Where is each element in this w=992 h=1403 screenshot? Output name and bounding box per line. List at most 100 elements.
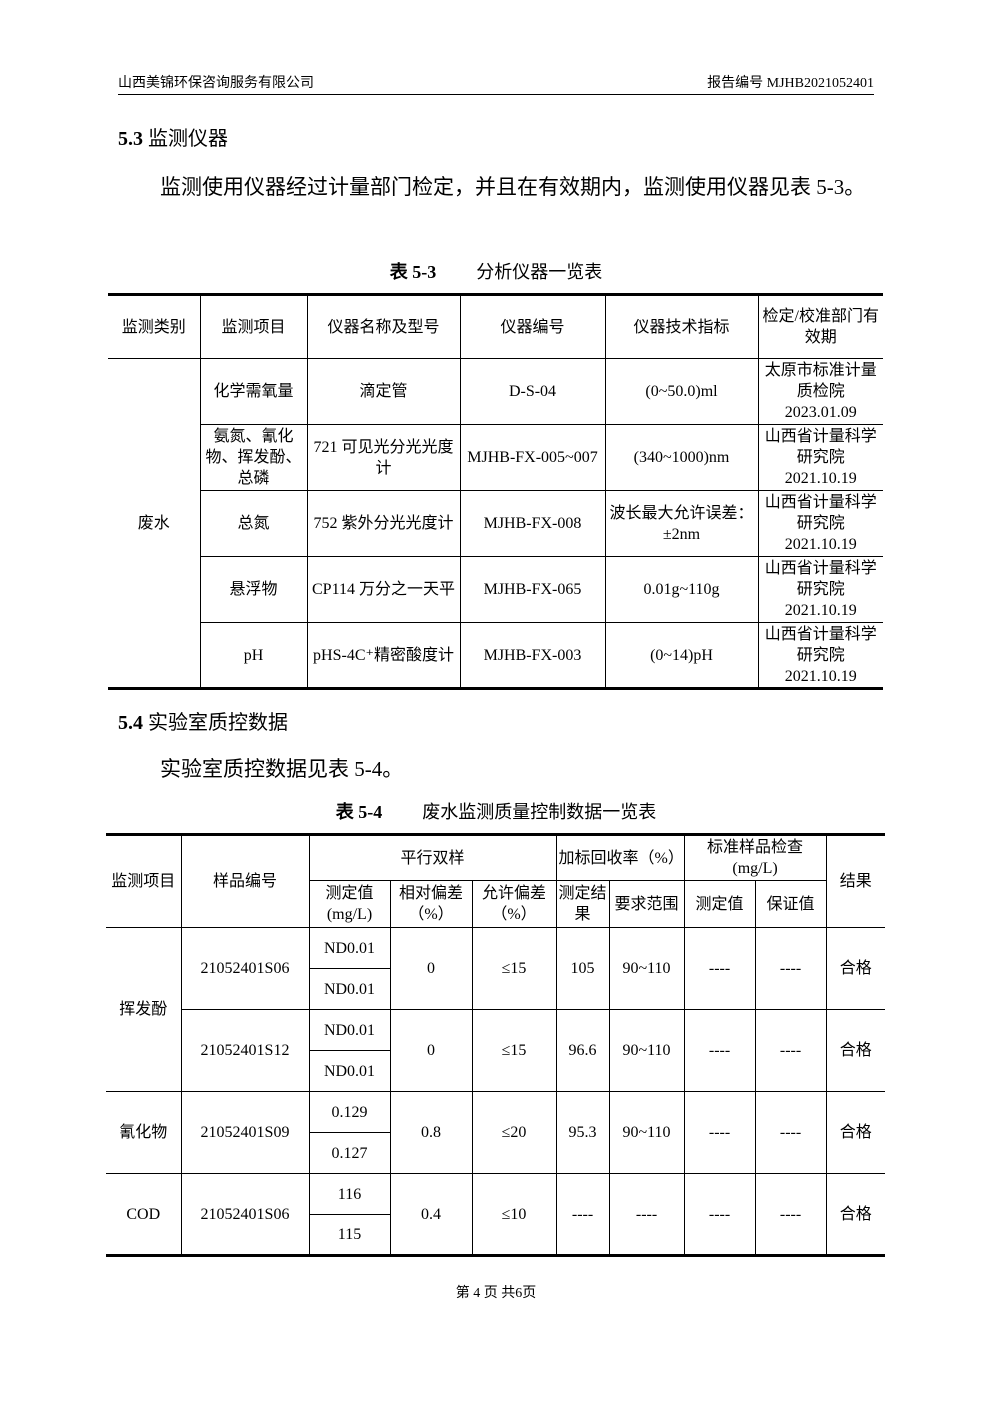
table-cell: 挥发酚 [106,927,182,1092]
table-cell: ---- [754,1173,827,1256]
section-5-3-heading: 5.3 监测仪器 [118,128,228,150]
table-cell: 21052401S12 [180,1009,310,1092]
table-cell: 山西省计量科学研究院 2021.10.19 [757,622,883,689]
table-cell: ---- [608,1173,685,1256]
header-cell: 要求范围 [608,880,685,928]
table-row: 氨氮、氰化物、挥发酚、总磷 721 可见光分光光度计 MJHB-FX-005~007… [108,424,883,491]
table-cell: ≤15 [471,1009,557,1092]
header-cell: 监测类别 [108,294,201,359]
table-cell: 752 紫外分光光度计 [306,490,461,557]
table-row: 总氮 752 紫外分光光度计 MJHB-FX-008 波长最大允许误差：±2nm 山西省… [108,490,883,557]
table-cell: MJHB-FX-065 [459,556,606,623]
table-row: COD 21052401S06 116 0.4 ≤10 ---- ---- ---- ---- 合… [106,1173,886,1256]
table-cell: ≤15 [471,927,557,1010]
table-cell: ND0.01 [308,1009,391,1051]
table-cell: 氨氮、氰化物、挥发酚、总磷 [200,424,308,491]
table-cell: 山西省计量科学研究院 2021.10.19 [757,556,883,623]
header-divider [118,94,874,95]
table-cell: (0~50.0)ml [604,358,759,425]
table-cell: pH [200,622,308,689]
table-cell: ND0.01 [308,927,391,969]
table-header-row: 监测类别 监测项目 仪器名称及型号 仪器编号 仪器技术指标 检定/校准部门有效期 [108,294,883,359]
page-footer: 第 4 页 共6页 [455,1286,537,1301]
table-cell: 21052401S06 [180,927,310,1010]
table-row: ND0.01 [106,968,885,1010]
table-cell: 0.129 [308,1091,391,1133]
header-cell: 平行双样 [308,834,557,881]
table-cell: 悬浮物 [200,556,308,623]
table-cell: ---- [683,1173,756,1256]
header-cell: 允许偏差（%） [471,880,557,928]
table-cell: ---- [754,927,827,1010]
table-cell: 0.01g~110g [604,556,759,623]
table-cell: 116 [308,1173,391,1215]
header-cell: 结果 [825,834,886,928]
instrument-table: 监测类别 监测项目 仪器名称及型号 仪器编号 仪器技术指标 检定/校准部门有效期 废水 化学… [108,293,883,690]
table-cell: ≤20 [471,1091,557,1174]
table-cell: D-S-04 [459,358,606,425]
header-cell: 测定值 [683,880,756,928]
table-row: pH pHS-4C⁺精密酸度计 MJHB-FX-003 (0~14)pH 山西省计量科学… [108,622,883,689]
header-cell: 标准样品检查(mg/L) [683,834,827,881]
table-5-3-caption: 表 5-3 分析仪器一览表 [389,262,603,282]
table-row: 21052401S12 ND0.01 0 ≤15 96.6 90~110 ---- ---- 合… [106,1009,886,1092]
table-row: ND0.01 [106,1050,885,1092]
table-cell: 波长最大允许误差：±2nm [604,490,759,557]
header-cell: 测定结果 [555,880,610,928]
report-number: 报告编号 MJHB2021052401 [707,76,874,91]
table-cell: COD [106,1173,182,1256]
header-cell: 样品编号 [180,834,310,928]
section-5-3-paragraph: 监测使用仪器经过计量部门检定，并且在有效期内，监测使用仪器见表 5-3。 [160,175,866,199]
table-cell: 化学需氧量 [199,358,308,425]
table-cell: 721 可见光分光光度计 [306,424,461,491]
table-cell: 废水 [108,358,201,689]
table-5-4-caption: 表 5-4 废水监测质量控制数据一览表 [335,802,657,822]
table-cell: ≤10 [471,1173,557,1256]
header-cell: 仪器编号 [459,294,606,359]
table-cell: MJHB-FX-005~007 [459,424,606,491]
table-cell: ---- [754,1091,827,1174]
table-cell: 96.6 [555,1009,610,1092]
table-cell: 0 [389,1009,473,1092]
table-cell: ---- [683,1091,756,1174]
header-cell: 测定值(mg/L) [308,880,391,928]
table-row: 废水 化学需氧量 滴定管 D-S-04 (0~50.0)ml 太原市标准计量质检院 202… [108,358,883,689]
header-cell: 监测项目 [106,834,182,928]
table-cell: ---- [754,1009,827,1092]
table-cell: 21052401S09 [180,1091,310,1174]
table-cell: 滴定管 [306,358,461,425]
table-cell: 95.3 [555,1091,610,1174]
table-cell: 太原市标准计量质检院 2023.01.09 [757,358,883,425]
table-row: 悬浮物 CP114 万分之一天平 MJHB-FX-065 0.01g~110g 山西省计… [108,556,883,623]
table-cell: ND0.01 [308,1050,391,1092]
table-cell: 90~110 [608,927,685,1010]
table-cell: 0.4 [389,1173,473,1256]
table-cell: 合格 [825,1173,886,1256]
table-cell: 山西省计量科学研究院 2021.10.19 [757,490,883,557]
header-cell: 加标回收率（%） [555,834,685,881]
header-cell: 仪器名称及型号 [306,294,461,359]
table-cell: (340~1000)nm [604,424,759,491]
header-cell: 仪器技术指标 [604,294,759,359]
company-name: 山西美锦环保咨询服务有限公司 [118,76,314,91]
table-cell: 总氮 [200,490,308,557]
header-cell: 保证值 [754,880,827,928]
table-cell: ---- [555,1173,610,1256]
table-row: 氰化物 21052401S09 0.129 0.8 ≤20 95.3 90~110 ---- -… [106,1091,886,1174]
table-cell: pHS-4C⁺精密酸度计 [306,622,461,689]
table-cell: ND0.01 [308,968,391,1010]
table-cell: 山西省计量科学研究院 2021.10.19 [757,424,883,491]
table-cell: CP114 万分之一天平 [306,556,461,623]
table-cell: 0 [389,927,473,1010]
table-cell: (0~14)pH [604,622,759,689]
table-row: 115 [106,1214,885,1256]
table-cell: 21052401S06 [180,1173,310,1256]
header-cell: 监测项目 [199,294,308,359]
qc-table: 监测项目 样品编号 平行双样 加标回收率（%） 标准样品检查(mg/L) 结果 … [106,833,886,1257]
table-cell: 115 [308,1214,391,1256]
table-cell: 90~110 [608,1009,685,1092]
table-row: 挥发酚 21052401S06 ND0.01 0 ≤15 105 90~110 ---- ---… [106,927,886,1092]
header-cell: 相对偏差（%） [389,880,473,928]
table-cell: 合格 [825,1091,886,1174]
table-cell: 90~110 [608,1091,685,1174]
